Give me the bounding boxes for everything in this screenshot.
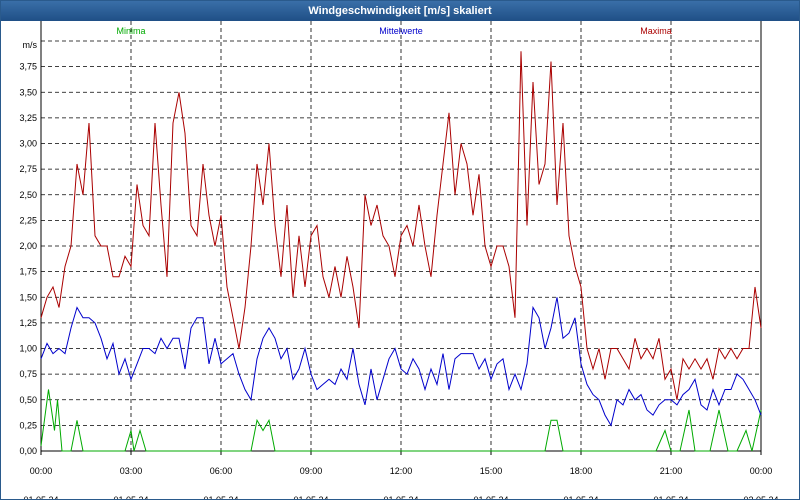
y-tick-label: 0,00 bbox=[19, 446, 37, 456]
x-tick-date: 01.05.24 bbox=[113, 495, 148, 499]
legend-entry-maxima: Maxima bbox=[640, 26, 672, 36]
y-tick-label: 1,25 bbox=[19, 318, 37, 328]
y-tick-label: 2,50 bbox=[19, 190, 37, 200]
y-axis-unit-label: m/s bbox=[23, 40, 38, 50]
x-tick-date: 01.05.24 bbox=[383, 495, 418, 499]
x-tick-time: 21:00 bbox=[660, 466, 683, 476]
x-tick-date: 01.05.24 bbox=[563, 495, 598, 499]
legend: Minima Mittelwerte Maxima bbox=[116, 26, 671, 36]
y-tick-label: 2,75 bbox=[19, 164, 37, 174]
x-tick-date: 01.05.24 bbox=[203, 495, 238, 499]
y-tick-label: 1,50 bbox=[19, 292, 37, 302]
x-tick-time: 06:00 bbox=[210, 466, 233, 476]
x-tick-time: 00:00 bbox=[30, 466, 53, 476]
y-tick-label: 2,00 bbox=[19, 241, 37, 251]
x-tick-time: 09:00 bbox=[300, 466, 323, 476]
chart-canvas: 0,00 0,25 0,50 0,75 1,00 1,25 1,50 1,75 2,00 2,25… bbox=[19, 21, 779, 499]
y-tick-label: 2,25 bbox=[19, 215, 37, 225]
x-tick-date: 01.05.24 bbox=[293, 495, 328, 499]
y-tick-label: 1,75 bbox=[19, 267, 37, 277]
x-tick-time: 12:00 bbox=[390, 466, 413, 476]
series-lines bbox=[40, 51, 762, 452]
y-tick-label: 0,75 bbox=[19, 369, 37, 379]
x-tick-time: 18:00 bbox=[570, 466, 593, 476]
x-tick-time: 03:00 bbox=[120, 466, 143, 476]
y-tick-label: 3,50 bbox=[19, 87, 37, 97]
x-tick-time: 00:00 bbox=[750, 466, 773, 476]
y-tick-label: 3,25 bbox=[19, 113, 37, 123]
grid bbox=[41, 21, 761, 452]
series-line-mittelwerte bbox=[40, 297, 762, 427]
y-tick-label: 3,75 bbox=[19, 62, 37, 72]
axes: 0,00 0,25 0,50 0,75 1,00 1,25 1,50 1,75 2,00 2,25… bbox=[19, 21, 779, 499]
legend-entry-minima: Minima bbox=[116, 26, 145, 36]
series-line-maxima bbox=[40, 51, 762, 400]
y-tick-label: 0,25 bbox=[19, 420, 37, 430]
chart-title: Windgeschwindigkeit [m/s] skaliert bbox=[1, 1, 799, 21]
legend-entry-mittelwerte: Mittelwerte bbox=[379, 26, 423, 36]
x-tick-date: 01.05.24 bbox=[23, 495, 58, 499]
y-tick-label: 1,00 bbox=[19, 344, 37, 354]
x-tick-date: 01.05.24 bbox=[653, 495, 688, 499]
x-tick-date: 02.05.24 bbox=[743, 495, 778, 499]
y-tick-label: 3,00 bbox=[19, 139, 37, 149]
x-tick-time: 15:00 bbox=[480, 466, 503, 476]
x-tick-date: 01.05.24 bbox=[473, 495, 508, 499]
series-line-minima bbox=[40, 389, 762, 452]
y-tick-label: 0,50 bbox=[19, 395, 37, 405]
